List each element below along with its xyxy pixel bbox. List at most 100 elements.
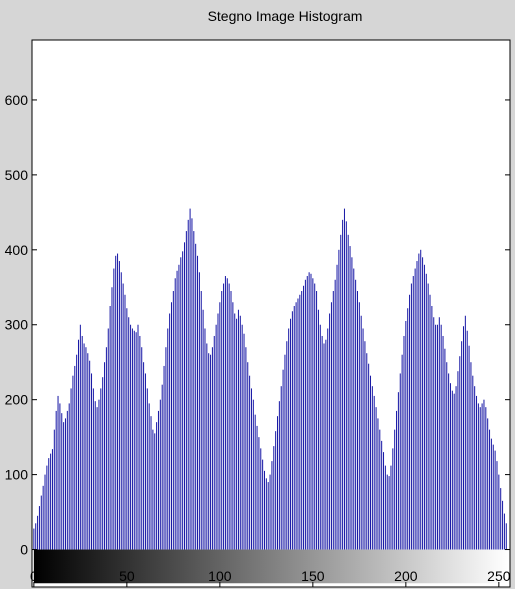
histogram-bar (409, 294, 411, 550)
histogram-bar (386, 474, 388, 550)
histogram-bar (327, 328, 329, 550)
histogram-bar (223, 283, 225, 550)
histogram-bar (444, 348, 446, 550)
histogram-bar (137, 324, 139, 550)
histogram-bar (77, 339, 80, 550)
histogram-bar (109, 306, 111, 550)
histogram-bar (154, 433, 156, 550)
histogram-bar (83, 343, 85, 550)
histogram-bar (369, 375, 372, 550)
histogram-bar (156, 422, 158, 550)
histogram-bar (102, 377, 104, 550)
histogram-bar (245, 347, 247, 550)
histogram-bar (271, 461, 273, 550)
histogram-bar (496, 461, 498, 550)
histogram-bar (423, 264, 425, 550)
histogram-bar (169, 313, 171, 550)
histogram-bar (394, 429, 396, 550)
x-tick-label: 50 (119, 568, 135, 584)
y-tick-label: 100 (5, 467, 29, 483)
histogram-bar (306, 276, 308, 550)
histogram-bar (92, 388, 94, 550)
histogram-bar (429, 294, 431, 550)
x-tick-label: 200 (394, 568, 418, 584)
histogram-bar (310, 273, 312, 550)
histogram-bar (185, 231, 187, 550)
histogram-bar (355, 279, 357, 550)
histogram-bar (44, 474, 46, 550)
histogram-bar (111, 287, 113, 550)
histogram-bar (202, 309, 204, 550)
histogram-bar (299, 294, 301, 550)
histogram-bar (366, 353, 368, 550)
histogram-bar (249, 375, 251, 550)
histogram-bar (55, 410, 57, 550)
histogram-bar (105, 347, 107, 550)
histogram-bar (50, 453, 52, 550)
histogram-bar (277, 416, 279, 550)
histogram-bar (35, 523, 37, 550)
histogram-bar (176, 270, 178, 550)
histogram-bar (319, 324, 321, 550)
histogram-bar (312, 278, 314, 550)
histogram-bar (64, 418, 66, 550)
histogram-bar (446, 362, 448, 550)
histogram-bar (347, 234, 349, 550)
histogram-bar (48, 458, 50, 550)
histogram-bar (345, 221, 347, 550)
histogram-bar (144, 373, 146, 550)
histogram-bar (85, 347, 87, 550)
histogram-bar (146, 388, 148, 550)
histogram-bar (230, 291, 232, 550)
histogram-bar (213, 335, 215, 550)
histogram-bar (167, 328, 169, 550)
histogram-bar (252, 399, 254, 550)
histogram-bar (72, 375, 74, 550)
histogram-bar (343, 208, 345, 550)
histogram-bar (215, 324, 217, 550)
histogram-bar (228, 283, 230, 550)
histogram-bar (70, 388, 72, 550)
histogram-bar (232, 302, 234, 550)
histogram-bar (416, 261, 418, 550)
histogram-bar (384, 465, 386, 550)
histogram-bar (481, 403, 483, 550)
histogram-bar (53, 429, 55, 550)
histogram-bar (448, 373, 450, 550)
histogram-bar (325, 339, 327, 550)
histogram-bar (61, 413, 63, 550)
histogram-bar (157, 410, 159, 550)
histogram-bar (141, 347, 143, 550)
histogram-bar (126, 308, 128, 550)
histogram-bar (293, 306, 295, 550)
histogram-bar (317, 309, 319, 550)
histogram-bar (290, 318, 292, 550)
y-tick-label: 500 (5, 167, 29, 183)
histogram-bar (131, 328, 133, 550)
histogram-bar (407, 308, 409, 550)
histogram-bar (76, 354, 78, 550)
histogram-bar (461, 341, 463, 550)
histogram-bar (130, 324, 132, 550)
histogram-bar (239, 315, 241, 550)
y-tick-label: 400 (5, 242, 29, 258)
histogram-bar (334, 279, 336, 550)
histogram-bar (438, 317, 440, 550)
histogram-bar (262, 459, 264, 550)
histogram-bar (455, 386, 457, 550)
histogram-bar (46, 465, 48, 550)
histogram-bar (40, 495, 42, 550)
histogram-bar (362, 328, 364, 550)
histogram-bar (410, 283, 412, 550)
histogram-bar (206, 343, 208, 550)
histogram-bar (211, 347, 213, 550)
histogram-bar (200, 291, 202, 550)
histogram-bar (316, 291, 318, 550)
histogram-bar (358, 302, 360, 550)
histogram-bar (263, 470, 265, 550)
plot-frame (31, 39, 511, 588)
histogram-bar (340, 234, 342, 550)
histogram-bar (414, 268, 416, 550)
histogram-bar (150, 416, 152, 550)
